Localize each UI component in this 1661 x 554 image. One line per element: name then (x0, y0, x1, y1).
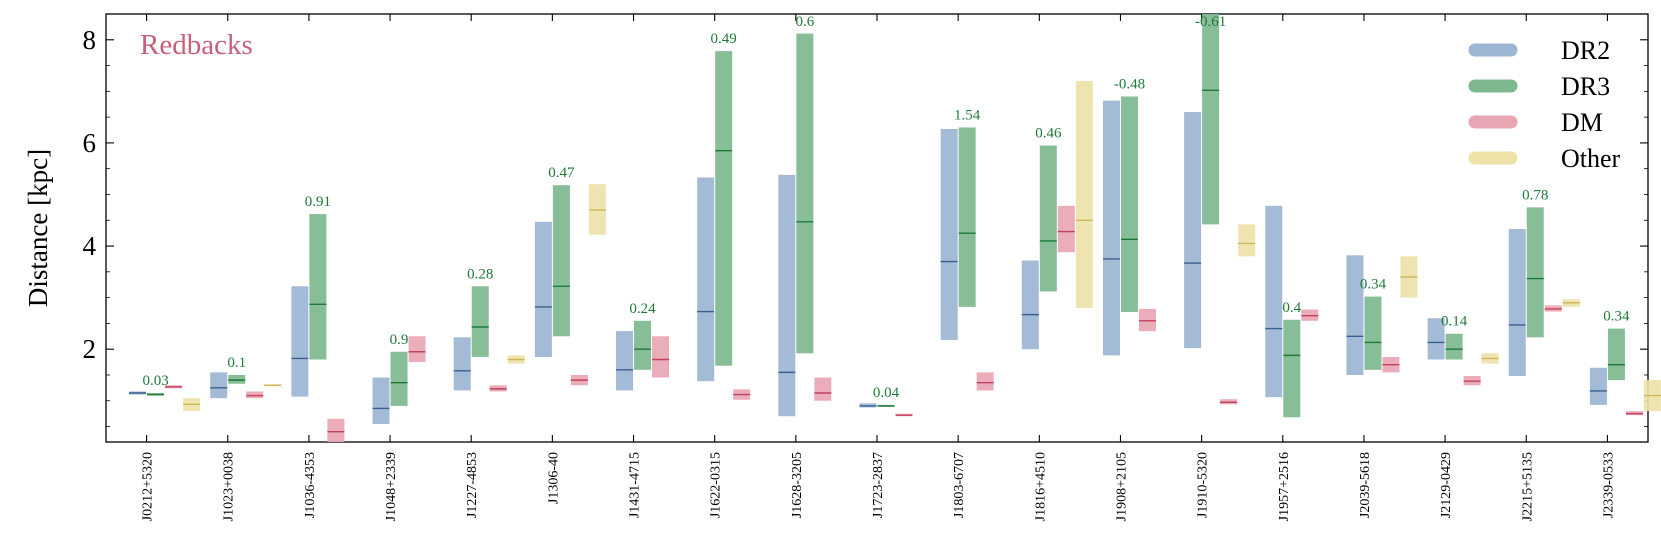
bar-dr2 (1102, 100, 1120, 356)
x-tick-label: J1908+2105 (1114, 452, 1129, 521)
bar-dr3 (1039, 145, 1057, 292)
bar-dr3 (958, 127, 976, 307)
x-tick-label: J1723-2837 (871, 452, 886, 518)
y-tick-label: 4 (83, 231, 97, 261)
bar-dr3 (1120, 96, 1138, 313)
parallax-label: 0.91 (305, 194, 331, 210)
parallax-label: 0.9 (390, 332, 409, 348)
bar-dr2 (1021, 260, 1039, 350)
parallax-label: 1.54 (954, 107, 981, 123)
bar-dr3 (1283, 319, 1301, 418)
bar-dr2 (210, 372, 228, 399)
bar-dr2 (940, 128, 958, 340)
bar-dr3 (1607, 328, 1625, 381)
bar-dm (976, 372, 994, 391)
parallax-label: -0.48 (1114, 77, 1145, 93)
bar-dr2 (1508, 229, 1526, 376)
bar-dr2 (616, 331, 634, 391)
y-tick-label: 2 (83, 334, 97, 364)
bar-dr2 (1184, 111, 1202, 349)
x-tick-label: J2215+5135 (1520, 452, 1535, 521)
bar-dr3 (1364, 296, 1382, 370)
bar-dr3 (715, 51, 733, 366)
x-tick-label: J1048+2339 (384, 452, 399, 521)
y-axis-label: Distance [kpc] (23, 149, 53, 307)
parallax-label: 0.14 (1441, 314, 1468, 330)
bar-dr2 (697, 177, 715, 382)
bar-dm (1057, 205, 1075, 253)
parallax-label: -0.61 (1195, 14, 1226, 30)
bar-dr2 (1427, 318, 1445, 360)
x-tick-label: J1816+4510 (1033, 452, 1048, 521)
parallax-label: 0.46 (1035, 125, 1062, 141)
parallax-label: 0.47 (548, 165, 575, 181)
bar-dr3 (1445, 333, 1463, 360)
parallax-label: 0.78 (1522, 187, 1548, 203)
x-tick-label: J1803-6707 (952, 452, 967, 518)
bar-dr3 (228, 374, 246, 384)
bar-dr2 (1346, 255, 1364, 375)
parallax-label: 0.24 (629, 301, 656, 317)
redbacks-annotation: Redbacks (140, 29, 253, 61)
x-tick-label: J2039-5618 (1358, 452, 1373, 518)
x-tick-label: J1957+2516 (1277, 452, 1292, 521)
x-tick-label: J1227-4853 (465, 452, 480, 518)
plot-frame (105, 13, 1649, 443)
x-tick-label: J1023+0038 (222, 452, 237, 521)
x-tick-label: J1622-0315 (709, 452, 724, 518)
parallax-label: 0.34 (1360, 277, 1387, 293)
x-tick-label: J1036-4353 (303, 452, 318, 518)
parallax-label: 0.34 (1603, 309, 1630, 325)
parallax-label: 0.49 (711, 31, 737, 47)
bar-dr2 (778, 174, 796, 417)
bar-dr2 (291, 286, 309, 397)
parallax-label: 0.28 (467, 266, 493, 282)
x-tick-label: J1306-40 (546, 452, 561, 504)
legend-label-dr3: DR3 (1561, 72, 1610, 101)
bar-dr3 (390, 351, 408, 406)
x-tick-label: J1910-5320 (1196, 452, 1211, 518)
y-tick-label: 6 (83, 128, 97, 158)
parallax-label: 0.04 (873, 385, 900, 401)
x-tick-label: J2339-0533 (1601, 452, 1616, 518)
bar-dr3 (471, 286, 489, 357)
bar-dr3 (552, 185, 570, 337)
bar-dr3 (634, 320, 652, 370)
bar-other (1238, 224, 1256, 257)
x-tick-label: J1628-3205 (790, 452, 805, 518)
bar-dm (246, 391, 264, 399)
bar-dr2 (372, 377, 390, 424)
y-tick-label: 8 (83, 25, 97, 55)
bar-dm (408, 336, 426, 363)
bar-dr2 (453, 337, 471, 391)
bar-dr2 (1589, 367, 1607, 405)
parallax-label: 0.6 (795, 14, 814, 30)
bar-dr2 (534, 221, 552, 357)
bar-dr2 (1265, 205, 1283, 398)
x-tick-label: J0212+5320 (141, 452, 156, 521)
parallax-label: 0.03 (142, 373, 168, 389)
x-tick-label: J2129-0429 (1439, 452, 1454, 518)
bar-dr3 (309, 214, 327, 360)
bar-dm (814, 377, 832, 401)
legend-label-other: Other (1561, 144, 1621, 173)
bar-dm (327, 418, 345, 442)
legend-label-dm: DM (1561, 108, 1603, 137)
bar-other (1075, 81, 1093, 308)
parallax-label: 0.4 (1282, 300, 1301, 316)
bar-dm (652, 336, 670, 378)
parallax-label: 0.1 (227, 355, 246, 371)
x-tick-label: J1431-4715 (628, 452, 643, 518)
legend-label-dr2: DR2 (1561, 36, 1610, 65)
bar-dr3 (796, 33, 814, 354)
bar-dm (1138, 308, 1156, 332)
bar-dr3 (1202, 14, 1220, 225)
bar-dr3 (1526, 207, 1544, 338)
